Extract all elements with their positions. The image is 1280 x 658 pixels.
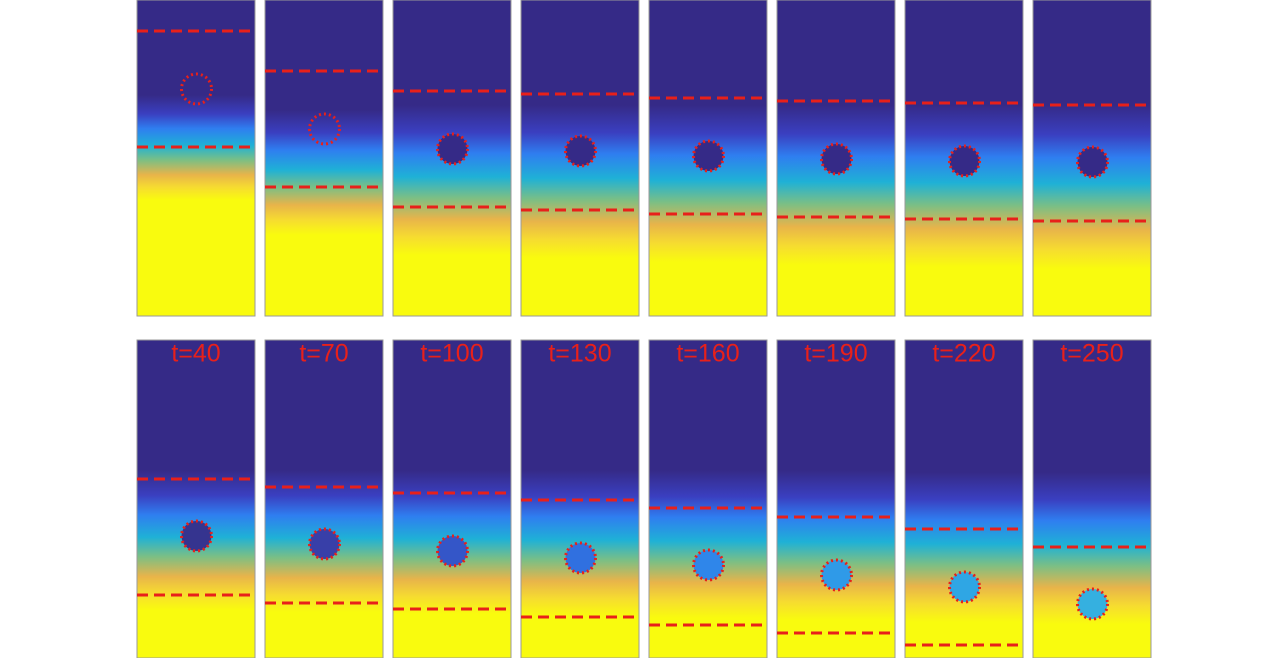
dotted-circle bbox=[436, 132, 469, 166]
dotted-circle bbox=[1076, 587, 1109, 621]
dotted-circle bbox=[692, 548, 725, 582]
panel bbox=[136, 0, 256, 317]
dotted-circle bbox=[820, 558, 853, 592]
dotted-circle bbox=[180, 519, 213, 553]
panel bbox=[776, 0, 896, 317]
dotted-circle bbox=[180, 72, 213, 106]
time-label: t=160 bbox=[676, 340, 739, 368]
time-label: t=70 bbox=[299, 340, 348, 368]
time-label: t=100 bbox=[420, 340, 483, 368]
panel bbox=[776, 339, 896, 658]
dotted-circle bbox=[692, 139, 725, 173]
panel bbox=[648, 339, 768, 658]
dotted-circle bbox=[948, 144, 981, 178]
panel bbox=[904, 339, 1024, 658]
dotted-circle bbox=[1076, 145, 1109, 179]
panel bbox=[136, 339, 256, 658]
panel bbox=[392, 339, 512, 658]
time-label: t=130 bbox=[548, 340, 611, 368]
time-label: t=40 bbox=[171, 340, 220, 368]
dotted-circle bbox=[564, 134, 597, 168]
panel bbox=[264, 339, 384, 658]
dotted-circle bbox=[308, 112, 341, 146]
time-label: t=220 bbox=[932, 340, 995, 368]
panel bbox=[264, 0, 384, 317]
dotted-circle bbox=[436, 534, 469, 568]
dotted-circle bbox=[948, 570, 981, 604]
dotted-circle bbox=[820, 142, 853, 176]
time-label: t=250 bbox=[1060, 340, 1123, 368]
dotted-circle bbox=[308, 527, 341, 561]
dotted-circle bbox=[564, 541, 597, 575]
time-label: t=190 bbox=[804, 340, 867, 368]
